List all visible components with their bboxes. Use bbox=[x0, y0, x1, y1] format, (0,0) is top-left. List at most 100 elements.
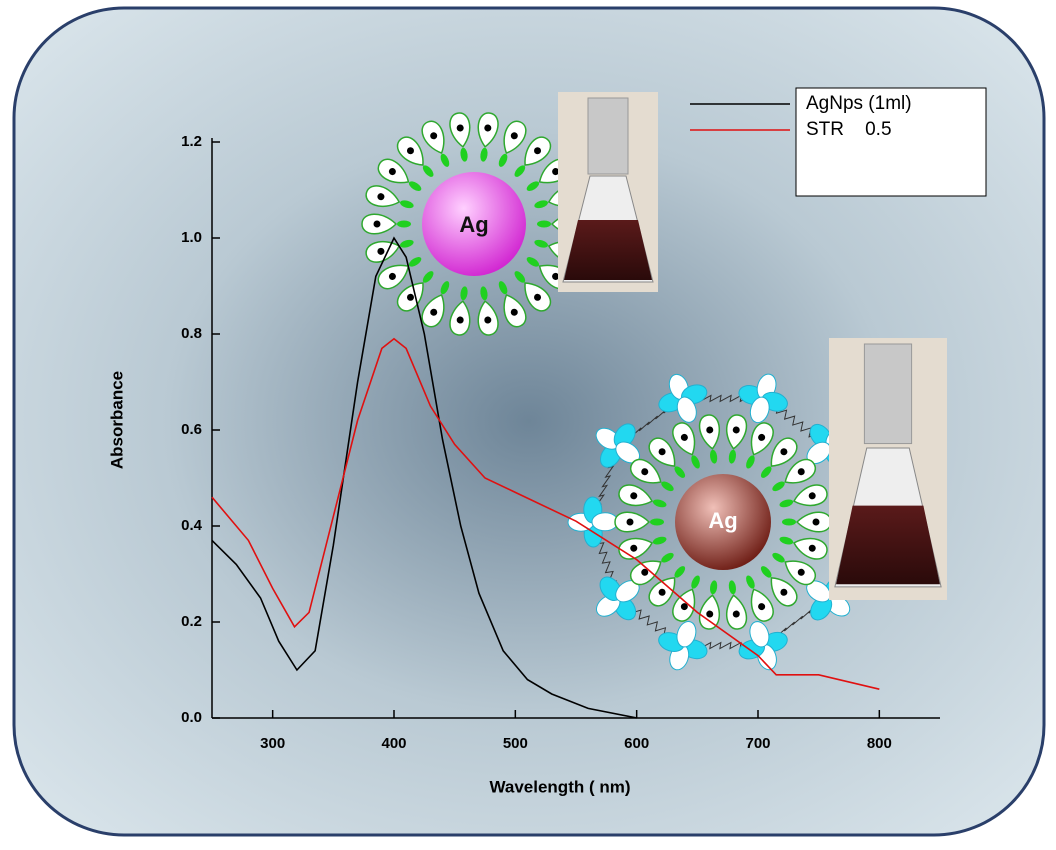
surfactant bbox=[760, 437, 798, 478]
dot bbox=[388, 272, 396, 280]
tail bbox=[691, 575, 700, 589]
dot bbox=[641, 468, 649, 476]
tail bbox=[408, 257, 422, 267]
plot: 0.0 0.2 0.4 0.6 0.8 1.0 1.2 300 400 500 600 700 800 A… bbox=[181, 87, 987, 752]
dot bbox=[406, 147, 414, 155]
tail bbox=[782, 518, 796, 526]
dot bbox=[534, 147, 542, 155]
dot bbox=[456, 316, 464, 324]
dot bbox=[484, 316, 492, 324]
dot bbox=[808, 492, 816, 500]
clover bbox=[738, 621, 788, 671]
tail bbox=[400, 200, 414, 209]
surfactant bbox=[672, 422, 700, 469]
dot bbox=[430, 132, 438, 140]
x-tick-label: 600 bbox=[624, 735, 649, 752]
surfactant bbox=[760, 566, 798, 607]
x-axis-label: Wavelength ( nm) bbox=[489, 777, 630, 796]
surfactant bbox=[746, 422, 774, 469]
dot bbox=[797, 468, 805, 476]
legend-box bbox=[795, 87, 987, 197]
dot bbox=[484, 124, 492, 132]
tail bbox=[397, 220, 411, 228]
tail bbox=[728, 449, 736, 464]
surfactant bbox=[449, 286, 471, 336]
tail bbox=[779, 536, 794, 545]
illustrations: Ag Ag bbox=[361, 92, 947, 671]
petal bbox=[749, 396, 770, 424]
x-tick-label: 300 bbox=[260, 735, 285, 752]
surfactant bbox=[377, 158, 422, 191]
tail bbox=[480, 286, 488, 301]
annotation: Ag bbox=[459, 212, 488, 237]
legend-label: AgNps (1ml) bbox=[806, 93, 912, 114]
surfactant bbox=[672, 575, 700, 622]
dot bbox=[388, 168, 396, 176]
tail bbox=[652, 536, 667, 545]
tail bbox=[537, 220, 551, 228]
dot bbox=[706, 426, 714, 434]
clover bbox=[595, 423, 641, 468]
tail bbox=[534, 239, 548, 248]
liquid bbox=[836, 505, 940, 585]
tail bbox=[661, 552, 674, 563]
surfactant bbox=[421, 120, 450, 167]
dot bbox=[808, 544, 816, 552]
tail bbox=[710, 449, 718, 464]
dot bbox=[780, 588, 788, 596]
tail bbox=[514, 271, 526, 283]
dot bbox=[406, 293, 414, 301]
surfactant bbox=[421, 281, 450, 328]
dot bbox=[510, 132, 518, 140]
clover bbox=[595, 576, 640, 621]
dot bbox=[706, 610, 714, 618]
surfactant bbox=[498, 281, 527, 328]
surfactant bbox=[648, 566, 686, 607]
surfactant bbox=[648, 437, 686, 478]
tail bbox=[746, 455, 755, 469]
x-tick-label: 500 bbox=[503, 735, 528, 752]
tail bbox=[674, 566, 686, 578]
silver-core bbox=[675, 474, 771, 570]
dot bbox=[680, 603, 688, 611]
y-tick-label: 0.6 bbox=[181, 421, 202, 438]
tail bbox=[534, 200, 548, 209]
tail bbox=[772, 481, 785, 492]
tail bbox=[440, 153, 450, 167]
surfactant bbox=[618, 484, 667, 508]
surfactant bbox=[629, 552, 674, 586]
x-tick-label: 800 bbox=[867, 735, 892, 752]
surfactant bbox=[725, 414, 748, 464]
tail bbox=[480, 147, 488, 162]
tail bbox=[408, 181, 422, 191]
dot bbox=[780, 448, 788, 456]
foil bbox=[863, 343, 913, 445]
x-tick-label: 400 bbox=[381, 735, 406, 752]
tail bbox=[760, 466, 772, 478]
dot bbox=[430, 308, 438, 316]
y-tick-label: 1.0 bbox=[181, 229, 202, 246]
tail bbox=[710, 580, 718, 595]
surfactant bbox=[698, 414, 721, 464]
tail bbox=[498, 153, 508, 167]
clover bbox=[567, 496, 619, 548]
surfactant bbox=[365, 239, 414, 263]
surfactant bbox=[361, 213, 411, 235]
dot bbox=[630, 544, 638, 552]
tail bbox=[422, 271, 434, 283]
tail bbox=[498, 281, 508, 295]
y-axis-label: Absorbance bbox=[107, 371, 126, 469]
surfactant bbox=[396, 136, 434, 177]
tail bbox=[661, 481, 674, 492]
surfactant bbox=[477, 286, 499, 336]
surfactant bbox=[614, 511, 664, 533]
tail bbox=[460, 147, 468, 162]
dot bbox=[797, 568, 805, 576]
tail bbox=[691, 455, 700, 469]
foil bbox=[587, 97, 629, 175]
surfactant bbox=[779, 484, 828, 508]
tail bbox=[728, 580, 736, 595]
dot bbox=[377, 193, 385, 201]
data-line bbox=[211, 337, 880, 690]
